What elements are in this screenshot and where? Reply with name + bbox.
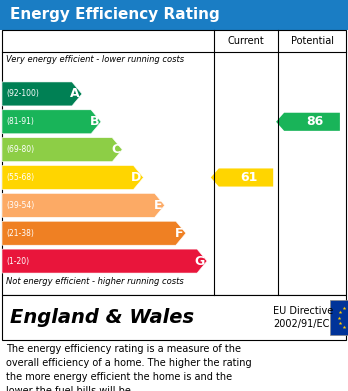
Bar [2,295,346,340]
Text: E: E [154,199,163,212]
Text: B: B [89,115,99,128]
Polygon shape [2,165,143,190]
Bar [0,0,348,30]
Polygon shape [2,221,186,245]
Polygon shape [2,194,165,217]
Text: A: A [70,88,80,100]
Text: (92-100): (92-100) [6,90,39,99]
Text: (69-80): (69-80) [6,145,34,154]
Text: (1-20): (1-20) [6,256,29,265]
Polygon shape [2,110,101,134]
Polygon shape [2,82,82,106]
Text: (81-91): (81-91) [6,117,34,126]
Text: Energy Efficiency Rating: Energy Efficiency Rating [10,7,220,23]
Text: D: D [131,171,141,184]
Text: Very energy efficient - lower running costs: Very energy efficient - lower running co… [6,55,184,64]
Text: 86: 86 [306,115,324,128]
Text: Not energy efficient - higher running costs: Not energy efficient - higher running co… [6,277,184,286]
Bar [2,30,346,295]
Text: England & Wales: England & Wales [10,308,194,327]
Text: (39-54): (39-54) [6,201,34,210]
Text: (21-38): (21-38) [6,229,34,238]
Polygon shape [211,169,273,187]
Text: EU Directive
2002/91/EC: EU Directive 2002/91/EC [273,306,333,329]
Text: (55-68): (55-68) [6,173,34,182]
Polygon shape [2,138,122,161]
Bar [330,300,348,335]
Text: F: F [175,227,184,240]
Text: 61: 61 [240,171,258,184]
Text: The energy efficiency rating is a measure of the
overall efficiency of a home. T: The energy efficiency rating is a measur… [6,344,252,391]
Polygon shape [276,113,340,131]
Text: Potential: Potential [291,36,333,46]
Polygon shape [2,249,207,273]
Text: G: G [195,255,205,267]
Text: C: C [111,143,120,156]
Text: Current: Current [228,36,264,46]
